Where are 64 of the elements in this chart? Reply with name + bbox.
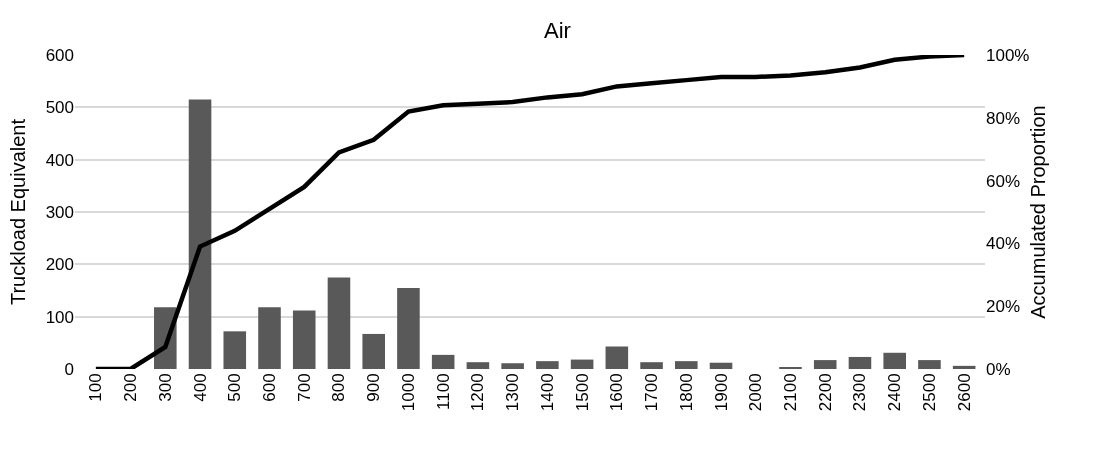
bar <box>675 361 698 369</box>
y2-tick-label: 100% <box>986 45 1030 65</box>
x-tick-label: 700 <box>294 373 314 402</box>
y2-axis-title: Accumulated Proportion <box>1027 105 1049 319</box>
y2-tick-label: 40% <box>986 234 1021 254</box>
y-axis-title: Truckload Equivalent <box>7 118 29 306</box>
x-tick-label: 200 <box>121 373 141 402</box>
bar <box>362 333 385 369</box>
y-tick-label: 300 <box>45 202 74 222</box>
bar <box>431 354 455 369</box>
y-tick-label: 500 <box>45 98 74 118</box>
x-tick-label: 1200 <box>468 373 488 412</box>
y-tick-label: 0 <box>64 359 74 379</box>
x-tick-label: 2000 <box>746 373 766 412</box>
x-tick-label: 1000 <box>398 373 418 412</box>
x-tick-label: 2100 <box>781 373 801 412</box>
x-tick-label: 600 <box>260 373 280 402</box>
x-tick-label: 2300 <box>850 373 870 412</box>
bar <box>258 307 281 369</box>
bar <box>536 361 559 369</box>
bar <box>813 360 837 369</box>
x-tick-label: 300 <box>155 373 175 402</box>
chart-title: Air <box>544 18 571 44</box>
x-tick-label: 2400 <box>885 373 905 412</box>
y2-tick-label: 20% <box>986 297 1021 317</box>
x-tick-label: 1300 <box>503 373 523 412</box>
bar <box>223 331 247 369</box>
x-tick-label: 100 <box>86 373 106 402</box>
bar <box>918 360 941 369</box>
bar <box>570 359 594 369</box>
y2-tick-label: 60% <box>986 171 1021 191</box>
bar <box>188 99 212 369</box>
y-tick-label: 200 <box>45 255 74 275</box>
x-tick-label: 1100 <box>433 373 453 410</box>
x-tick-label: 1500 <box>572 373 592 412</box>
x-tick-label: 900 <box>364 373 384 402</box>
x-tick-label: 2500 <box>919 373 939 412</box>
x-tick-label: 1900 <box>711 373 731 412</box>
bar <box>848 356 872 369</box>
bar <box>292 310 316 369</box>
x-tick-label: 400 <box>190 373 210 402</box>
x-tick-label: 1800 <box>676 373 696 412</box>
bar <box>605 346 629 369</box>
bar <box>466 362 490 369</box>
bar <box>501 363 524 369</box>
bar <box>327 277 351 369</box>
bar <box>883 352 906 369</box>
bar <box>709 362 733 369</box>
x-tick-label: 500 <box>225 373 245 402</box>
line-series <box>93 55 967 369</box>
x-tick-label: 2200 <box>815 373 835 412</box>
bar <box>640 362 663 369</box>
x-tick-label: 1600 <box>607 373 627 412</box>
x-tick-label: 1400 <box>537 373 557 412</box>
y2-tick-label: 80% <box>986 108 1021 128</box>
x-tick-label: 800 <box>329 373 349 402</box>
bar <box>397 287 420 369</box>
x-tick-label: 1700 <box>642 373 662 412</box>
bar <box>952 365 976 369</box>
y2-tick-label: 0% <box>986 359 1011 379</box>
y-tick-label: 600 <box>45 45 74 65</box>
y-tick-label: 400 <box>45 150 74 170</box>
y-tick-label: 100 <box>45 307 74 327</box>
x-tick-label: 2600 <box>954 373 974 412</box>
